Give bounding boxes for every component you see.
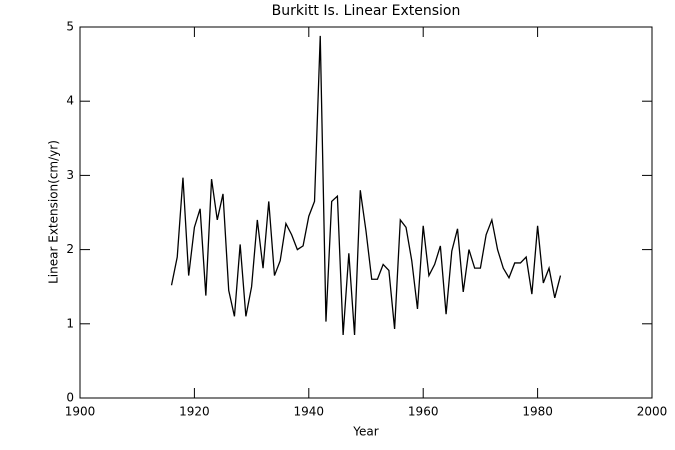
- x-tick-label: 1900: [65, 405, 96, 419]
- x-tick-label: 1980: [522, 405, 553, 419]
- y-tick-label: 2: [66, 242, 74, 256]
- y-tick-label: 0: [66, 391, 74, 405]
- x-tick-label: 1960: [408, 405, 439, 419]
- y-tick-label: 1: [66, 316, 74, 330]
- y-axis-label: Linear Extension(cm/yr): [47, 140, 61, 284]
- plot-frame: [79, 26, 653, 399]
- x-axis-label: Year: [352, 425, 378, 439]
- y-tick-label: 3: [66, 168, 74, 182]
- x-tick-label: 1920: [179, 405, 210, 419]
- x-tick-label: 2000: [637, 405, 668, 419]
- y-tick-label: 5: [66, 20, 74, 34]
- data-line: [170, 35, 562, 335]
- x-tick-label: 1940: [294, 405, 325, 419]
- chart-title: Burkitt Is. Linear Extension: [272, 3, 461, 19]
- y-tick-label: 4: [66, 94, 74, 108]
